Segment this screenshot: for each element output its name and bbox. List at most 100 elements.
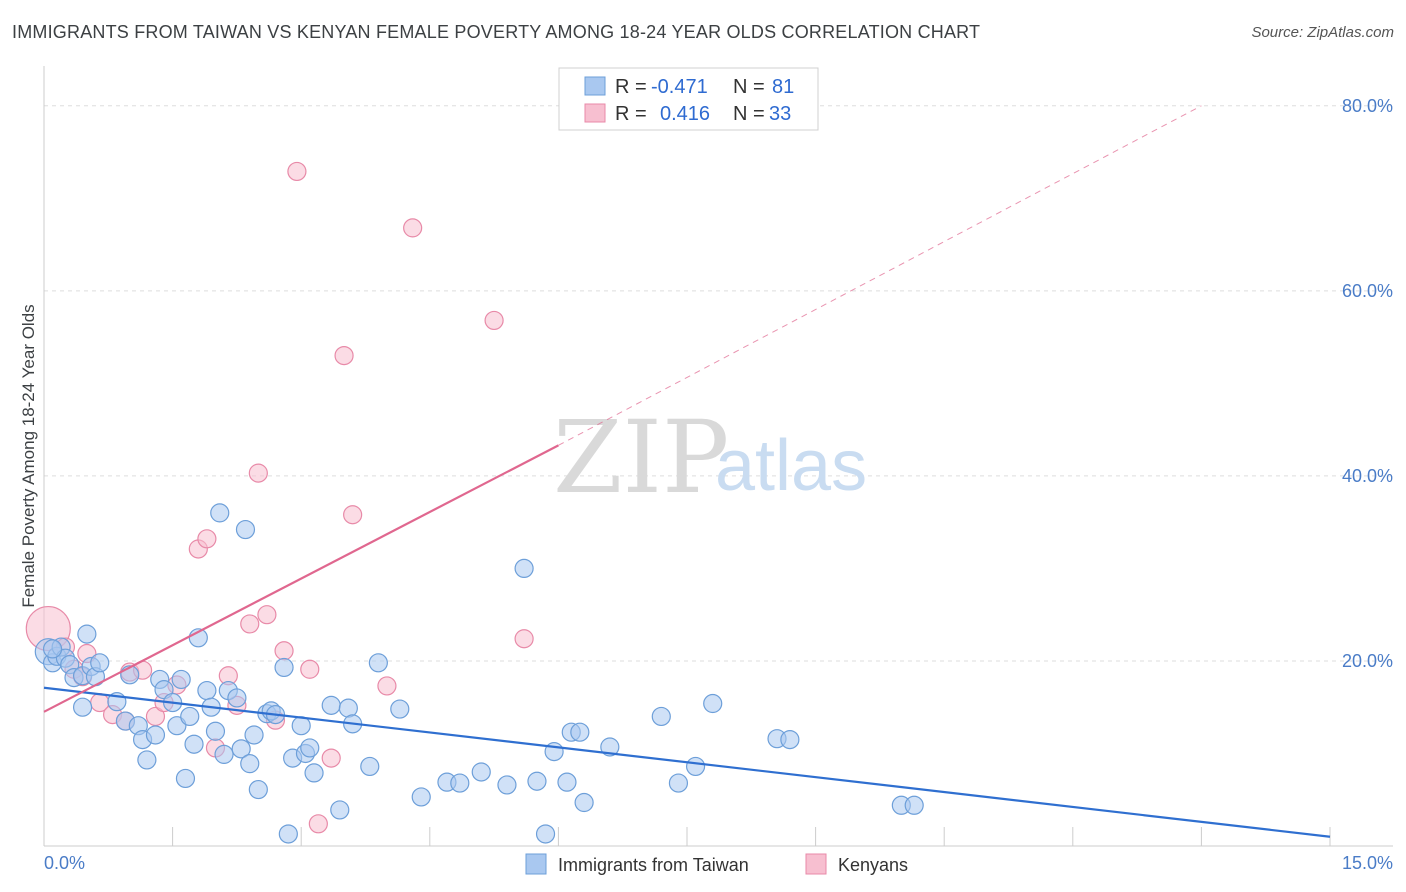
kenya-point bbox=[300, 659, 320, 679]
taiwan-point bbox=[171, 669, 191, 690]
taiwan-point bbox=[368, 653, 388, 673]
taiwan-point bbox=[278, 824, 298, 844]
trend-lines bbox=[43, 105, 1331, 838]
series-taiwan bbox=[34, 503, 924, 844]
kenya-point bbox=[403, 218, 423, 238]
bottom-legend-label-taiwan: Immigrants from Taiwan bbox=[558, 855, 749, 875]
y-tick-labels: 20.0% 40.0% 60.0% 80.0% bbox=[1342, 96, 1393, 671]
kenya-point bbox=[240, 614, 260, 634]
taiwan-point bbox=[77, 624, 97, 644]
y-axis-label: Female Poverty Among 18-24 Year Olds bbox=[19, 304, 38, 607]
taiwan-point bbox=[651, 706, 671, 727]
x-tick-label-0: 0.0% bbox=[44, 853, 85, 873]
y-tick-label-2: 60.0% bbox=[1342, 281, 1393, 301]
taiwan-point bbox=[450, 773, 470, 793]
taiwan-point bbox=[137, 750, 157, 770]
kenya-point bbox=[257, 605, 277, 625]
taiwan-point bbox=[197, 680, 217, 701]
legend-r-label-kenya: R = bbox=[615, 103, 647, 125]
taiwan-point bbox=[184, 734, 204, 754]
bottom-legend-label-kenya: Kenyans bbox=[838, 855, 908, 875]
kenya-point bbox=[377, 676, 397, 696]
taiwan-point bbox=[145, 725, 166, 745]
legend-swatch-kenya bbox=[584, 103, 606, 123]
taiwan-point bbox=[90, 653, 110, 673]
kenya-point bbox=[308, 814, 328, 834]
x-tick-label-1: 15.0% bbox=[1342, 853, 1393, 873]
chart-title: IMMIGRANTS FROM TAIWAN VS KENYAN FEMALE … bbox=[12, 22, 981, 42]
grid-lines bbox=[44, 105, 1393, 662]
taiwan-point bbox=[240, 754, 260, 774]
taiwan-point bbox=[210, 503, 230, 523]
taiwan-point bbox=[703, 693, 723, 714]
bottom-legend-swatch-kenya bbox=[805, 853, 827, 875]
taiwan-point bbox=[527, 771, 547, 791]
legend-r-label-taiwan: R = bbox=[615, 76, 647, 98]
legend-r-taiwan: -0.471 bbox=[651, 76, 708, 98]
taiwan-point bbox=[338, 698, 358, 718]
legend-swatch-taiwan bbox=[584, 76, 606, 96]
kenya-point bbox=[274, 641, 294, 661]
legend-n-taiwan: 81 bbox=[772, 76, 794, 98]
watermark: ZIP atlas bbox=[553, 399, 867, 516]
taiwan-point bbox=[514, 558, 534, 579]
legend-r-kenya: 0.416 bbox=[660, 103, 710, 125]
taiwan-point bbox=[600, 737, 620, 757]
taiwan-point bbox=[574, 792, 594, 813]
taiwan-point bbox=[685, 756, 706, 777]
watermark-atlas: atlas bbox=[715, 426, 867, 506]
taiwan-point bbox=[244, 725, 264, 745]
taiwan-point bbox=[180, 706, 200, 727]
y-tick-label-1: 40.0% bbox=[1342, 466, 1393, 486]
kenya-point bbox=[514, 629, 534, 649]
legend-n-label-taiwan: N = bbox=[733, 76, 765, 98]
legend-n-label-kenya: N = bbox=[733, 103, 765, 125]
axes bbox=[43, 66, 1393, 847]
taiwan-point bbox=[235, 519, 256, 540]
taiwan-point bbox=[780, 729, 800, 750]
taiwan-point bbox=[175, 768, 196, 789]
taiwan-point bbox=[390, 699, 410, 719]
y-tick-label-0: 20.0% bbox=[1342, 651, 1393, 671]
kenya-point bbox=[334, 345, 354, 366]
legend-n-kenya: 33 bbox=[769, 103, 791, 125]
taiwan-point bbox=[570, 722, 590, 742]
taiwan-point bbox=[321, 695, 341, 715]
taiwan-point bbox=[72, 697, 93, 717]
kenya-point bbox=[343, 505, 363, 525]
y-tick-label-3: 80.0% bbox=[1342, 96, 1393, 116]
taiwan-point bbox=[668, 773, 689, 793]
kenya-point bbox=[197, 529, 217, 549]
trendline-taiwan bbox=[43, 686, 1331, 838]
kenya-point bbox=[321, 748, 341, 768]
taiwan-point bbox=[535, 824, 556, 844]
taiwan-point bbox=[274, 657, 294, 678]
taiwan-point bbox=[330, 800, 350, 820]
taiwan-point bbox=[300, 738, 320, 758]
trendline-kenya-extended bbox=[558, 105, 1202, 446]
taiwan-point bbox=[167, 716, 187, 736]
taiwan-point bbox=[557, 772, 577, 792]
source-label: Source: ZipAtlas.com bbox=[1251, 24, 1394, 41]
taiwan-point bbox=[497, 775, 517, 795]
trendline-kenya bbox=[43, 444, 559, 713]
taiwan-point bbox=[360, 756, 380, 777]
bottom-legend-swatch-taiwan bbox=[525, 853, 547, 875]
taiwan-point bbox=[231, 739, 251, 759]
kenya-point bbox=[248, 463, 268, 483]
kenya-point bbox=[484, 310, 504, 331]
taiwan-point bbox=[904, 795, 924, 815]
watermark-zip: ZIP bbox=[553, 399, 729, 516]
bottom-legend: Immigrants from Taiwan Kenyans bbox=[525, 853, 908, 875]
taiwan-point bbox=[205, 721, 226, 741]
kenya-point bbox=[287, 161, 307, 182]
legend: R = -0.471 N = 81 R = 0.416 N = 33 bbox=[558, 67, 819, 131]
taiwan-point bbox=[248, 779, 268, 800]
taiwan-point bbox=[471, 762, 491, 782]
taiwan-point bbox=[42, 639, 63, 659]
taiwan-point bbox=[291, 716, 311, 736]
x-tick-labels: 0.0% 15.0% bbox=[44, 853, 1393, 873]
taiwan-point bbox=[304, 763, 324, 783]
taiwan-point bbox=[227, 688, 247, 708]
